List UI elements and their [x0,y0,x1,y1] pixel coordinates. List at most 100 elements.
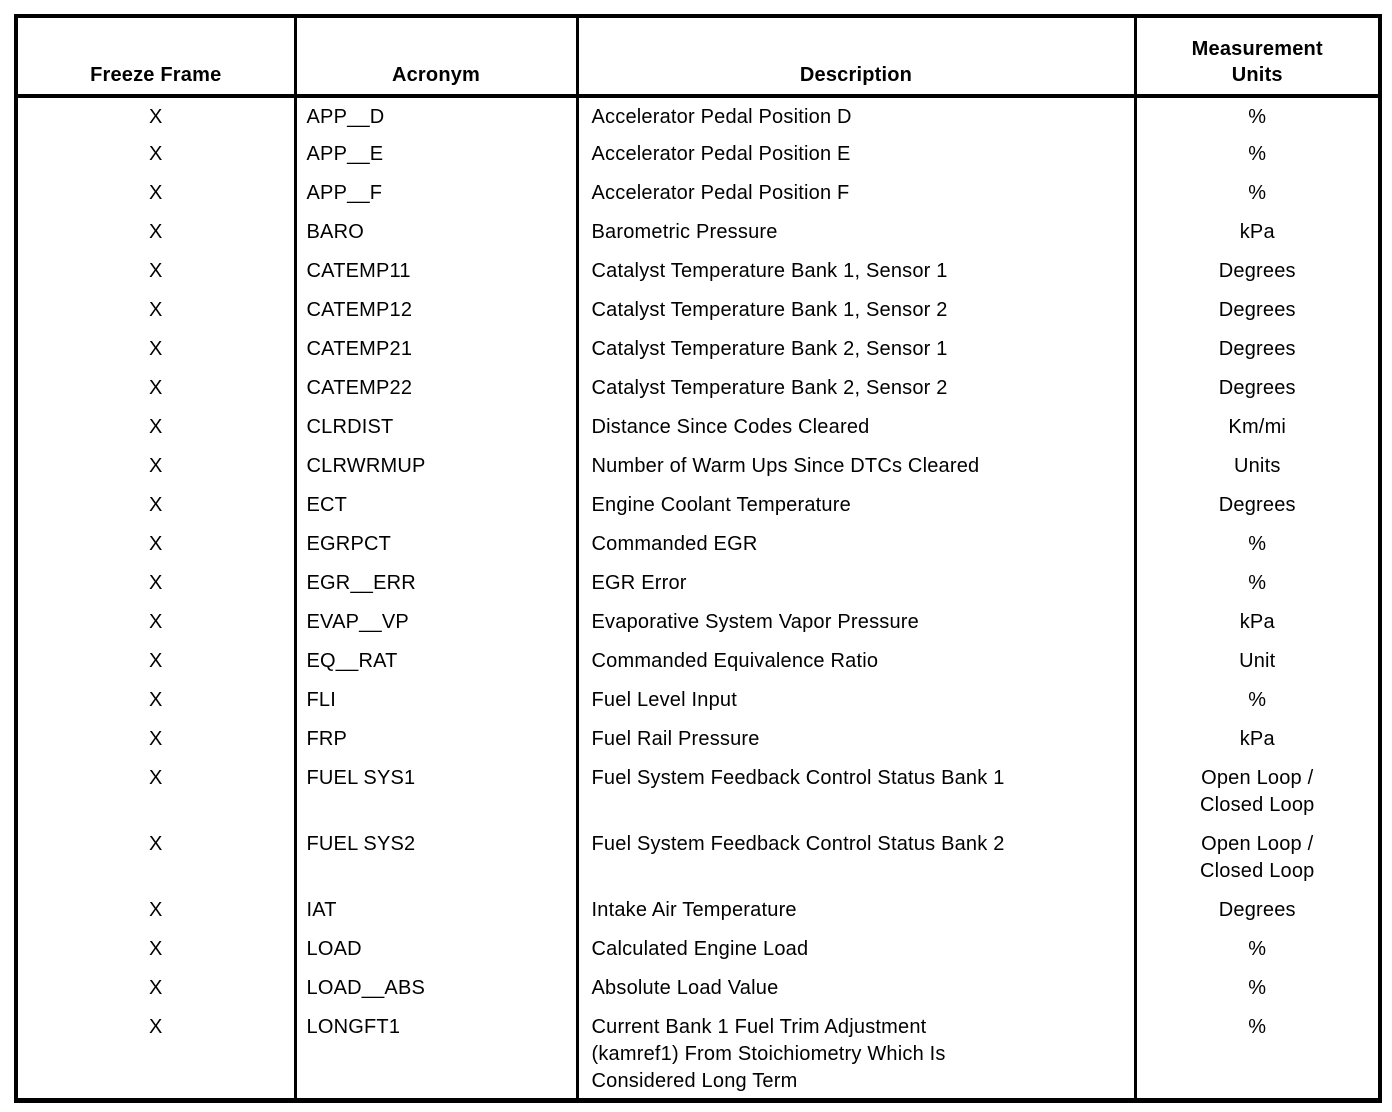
table-row: X APP__E Accelerator Pedal Position E % [16,135,1380,174]
cell-freeze-frame-mark: X [148,106,163,128]
table-row: X APP__F Accelerator Pedal Position F % [16,174,1380,213]
table-row: X FUEL SYS1 Fuel System Feedback Control… [16,759,1380,825]
cell-description: Fuel System Feedback Control Status Bank… [575,825,1135,891]
cell-measurement-units: % [1133,174,1380,213]
cell-freeze-frame-mark: X [148,611,163,633]
table-row: X BARO Barometric Pressure kPa [16,213,1380,252]
cell-description: Evaporative System Vapor Pressure [575,603,1135,642]
cell-freeze-frame-mark: X [148,143,163,165]
cell-measurement-units: Unit [1133,642,1380,681]
cell-description: Calculated Engine Load [575,930,1135,969]
cell-description: Current Bank 1 Fuel Trim Adjustment (kam… [575,1008,1135,1100]
table-row: X LOAD__ABS Absolute Load Value % [16,969,1380,1008]
cell-description: Accelerator Pedal Position F [575,174,1135,213]
cell-measurement-units: Open Loop / Closed Loop [1133,825,1380,891]
cell-measurement-units: kPa [1133,720,1380,759]
cell-freeze-frame-mark: X [148,833,163,855]
cell-freeze-frame-mark: X [148,533,163,555]
cell-freeze-frame-mark: X [148,650,163,672]
cell-measurement-units: % [1133,96,1380,135]
cell-acronym: FUEL SYS1 [293,759,577,825]
cell-description: Commanded Equivalence Ratio [575,642,1135,681]
cell-measurement-units: Degrees [1133,330,1380,369]
cell-measurement-units: % [1133,525,1380,564]
table-row: X CATEMP11 Catalyst Temperature Bank 1, … [16,252,1380,291]
cell-freeze-frame-mark: X [148,689,163,711]
table-row: X APP__D Accelerator Pedal Position D % [16,96,1380,135]
cell-acronym: LOAD__ABS [293,969,577,1008]
cell-acronym: CATEMP22 [293,369,577,408]
cell-description: EGR Error [575,564,1135,603]
freeze-frame-parameter-table: Freeze Frame Acronym Description Measure… [14,14,1382,1103]
cell-acronym: EGR__ERR [293,564,577,603]
table-row: X CLRDIST Distance Since Codes Cleared K… [16,408,1380,447]
cell-freeze-frame-mark: X [148,377,163,399]
cell-measurement-units: kPa [1133,603,1380,642]
cell-freeze-frame-mark: X [148,182,163,204]
cell-freeze-frame-mark: X [148,572,163,594]
cell-freeze-frame-mark: X [148,938,163,960]
cell-measurement-units: % [1133,1008,1380,1100]
cell-measurement-units: % [1133,969,1380,1008]
column-header-description: Description [575,16,1135,98]
cell-acronym: CATEMP11 [293,252,577,291]
cell-freeze-frame-mark: X [148,1016,163,1038]
table-row: X CLRWRMUP Number of Warm Ups Since DTCs… [16,447,1380,486]
cell-acronym: LONGFT1 [293,1008,577,1100]
cell-acronym: EVAP__VP [293,603,577,642]
cell-description: Accelerator Pedal Position E [575,135,1135,174]
cell-measurement-units: % [1133,930,1380,969]
cell-description: Engine Coolant Temperature [575,486,1135,525]
cell-measurement-units: Degrees [1133,291,1380,330]
cell-measurement-units: Degrees [1133,486,1380,525]
cell-acronym: APP__E [293,135,577,174]
cell-description: Fuel Rail Pressure [575,720,1135,759]
cell-description: Absolute Load Value [575,969,1135,1008]
cell-description: Fuel System Feedback Control Status Bank… [575,759,1135,825]
table-row: X FUEL SYS2 Fuel System Feedback Control… [16,825,1380,891]
cell-description: Barometric Pressure [575,213,1135,252]
column-header-measurement-units: Measurement Units [1133,16,1380,98]
table-row: X EVAP__VP Evaporative System Vapor Pres… [16,603,1380,642]
cell-description: Intake Air Temperature [575,891,1135,930]
column-header-acronym: Acronym [293,16,577,98]
cell-measurement-units: Degrees [1133,369,1380,408]
cell-acronym: IAT [293,891,577,930]
table-row: X CATEMP21 Catalyst Temperature Bank 2, … [16,330,1380,369]
cell-acronym: LOAD [293,930,577,969]
table-row: X ECT Engine Coolant Temperature Degrees [16,486,1380,525]
cell-description: Fuel Level Input [575,681,1135,720]
cell-acronym: APP__D [293,96,577,135]
table-row: X LONGFT1 Current Bank 1 Fuel Trim Adjus… [16,1008,1380,1100]
cell-freeze-frame-mark: X [148,260,163,282]
column-header-freeze-frame: Freeze Frame [16,16,295,98]
table-row: X IAT Intake Air Temperature Degrees [16,891,1380,930]
cell-freeze-frame-mark: X [148,977,163,999]
cell-acronym: BARO [293,213,577,252]
cell-freeze-frame-mark: X [148,299,163,321]
table-row: X EGRPCT Commanded EGR % [16,525,1380,564]
cell-measurement-units: % [1133,135,1380,174]
cell-measurement-units: % [1133,681,1380,720]
cell-measurement-units: % [1133,564,1380,603]
header-row: Freeze Frame Acronym Description Measure… [16,16,1380,98]
cell-acronym: CATEMP12 [293,291,577,330]
cell-freeze-frame-mark: X [148,416,163,438]
cell-freeze-frame-mark: X [148,221,163,243]
cell-acronym: CATEMP21 [293,330,577,369]
table-row: X FLI Fuel Level Input % [16,681,1380,720]
table-row: X CATEMP12 Catalyst Temperature Bank 1, … [16,291,1380,330]
cell-freeze-frame-mark: X [148,899,163,921]
cell-acronym: CLRWRMUP [293,447,577,486]
table-row: X LOAD Calculated Engine Load % [16,930,1380,969]
cell-measurement-units: Units [1133,447,1380,486]
table-row: X EQ__RAT Commanded Equivalence Ratio Un… [16,642,1380,681]
cell-acronym: FRP [293,720,577,759]
table-row: X EGR__ERR EGR Error % [16,564,1380,603]
cell-acronym: APP__F [293,174,577,213]
cell-freeze-frame-mark: X [148,494,163,516]
cell-freeze-frame-mark: X [148,767,163,789]
cell-acronym: EGRPCT [293,525,577,564]
cell-description: Catalyst Temperature Bank 2, Sensor 2 [575,369,1135,408]
cell-acronym: ECT [293,486,577,525]
